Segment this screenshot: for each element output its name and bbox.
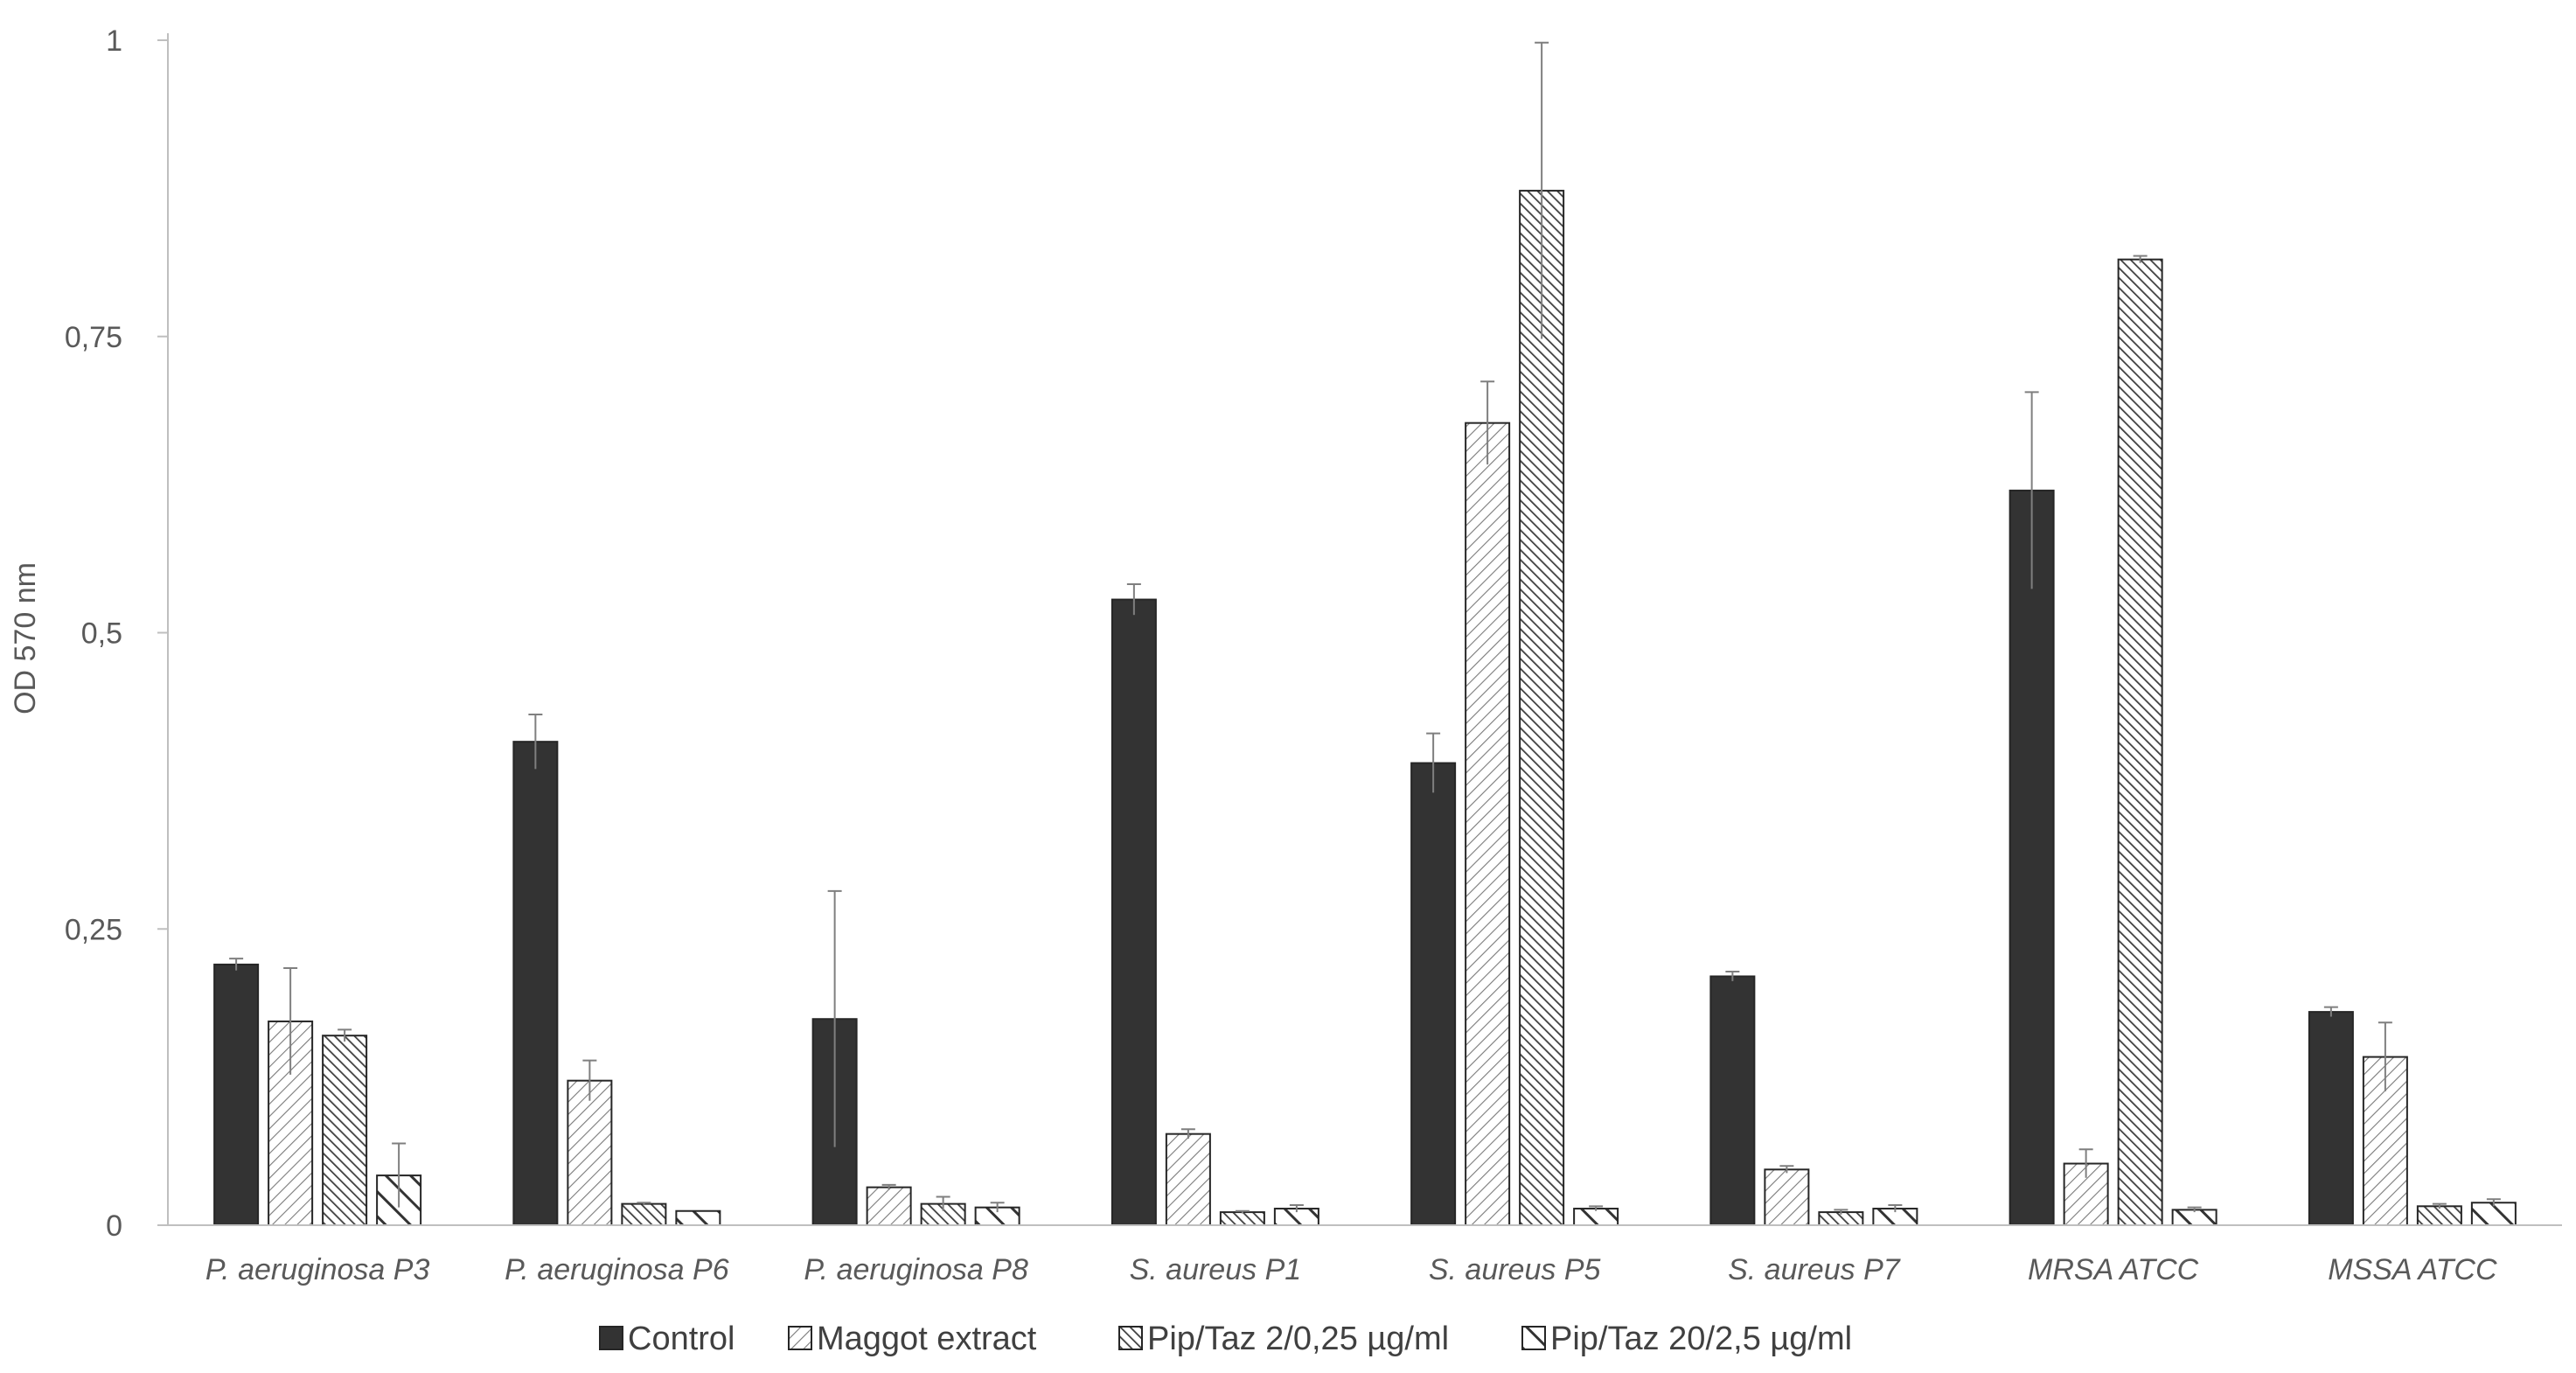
legend-label-4: Pip/Taz 20/2,5 µg/ml [1550,1321,1852,1357]
legend: Control Maggot extract Pip/Taz 2/0,25 µg/m… [599,1321,1852,1357]
bar-1-2 [512,741,559,1226]
category-label: S. aureus P7 [1728,1253,1901,1286]
error-bars [229,41,2501,1215]
bar-1-1 [213,963,260,1227]
bar-3-8 [2416,1205,2462,1226]
bar-3-7 [2117,258,2163,1226]
bar-4-5 [1573,1208,1619,1227]
y-tick-label: 0,75 [65,321,122,354]
bar-1-5 [1410,762,1457,1226]
y-tick-label: 1 [106,24,122,58]
bar-2-2 [567,1079,613,1226]
category-label: P. aeruginosa P3 [205,1253,430,1286]
bar-1-7 [2009,489,2055,1226]
y-axis-title: OD 570 nm [9,562,42,714]
category-label: P. aeruginosa P8 [804,1253,1028,1286]
bar-3-1 [322,1035,368,1226]
bar-4-2 [675,1209,721,1226]
category-label: P. aeruginosa P6 [505,1253,729,1286]
legend-swatch-4 [1521,1326,1546,1350]
bar-3-5 [1519,190,1565,1227]
bar-3-2 [621,1202,667,1226]
legend-swatch-1 [599,1326,623,1350]
y-tick-label: 0 [106,1209,122,1243]
legend-swatch-2 [788,1326,812,1350]
category-label: MRSA ATCC [2028,1253,2199,1286]
legend-label-1: Control [628,1321,735,1357]
bar-1-6 [1709,975,1756,1226]
category-label: S. aureus P5 [1429,1253,1601,1286]
y-axis-title-group: OD 570 nm [9,562,42,714]
bar-1-8 [2308,1011,2354,1226]
bar-2-5 [1465,422,1511,1227]
bar-1-4 [1110,598,1157,1226]
bar-2-3 [866,1186,912,1227]
y-axis: 0 0,25 0,5 0,75 1 [65,24,168,1243]
legend-label-2: Maggot extract [817,1321,1037,1357]
x-axis: P. aeruginosa P3 P. aeruginosa P6 P. aerug… [205,1253,2497,1286]
category-label: MSSA ATCC [2328,1253,2497,1286]
bar-4-8 [2470,1202,2517,1227]
bar-2-4 [1165,1133,1211,1227]
y-tick-label: 0,5 [81,617,122,651]
axis-lines [167,33,2562,1226]
bar-2-6 [1764,1168,1810,1226]
legend-swatch-3 [1118,1326,1143,1350]
legend-label-3: Pip/Taz 2/0,25 µg/ml [1147,1321,1449,1357]
bar-3-4 [1219,1211,1265,1226]
plot-area [213,190,2517,1227]
category-label: S. aureus P1 [1130,1253,1302,1286]
y-tick-label: 0,25 [65,913,122,946]
